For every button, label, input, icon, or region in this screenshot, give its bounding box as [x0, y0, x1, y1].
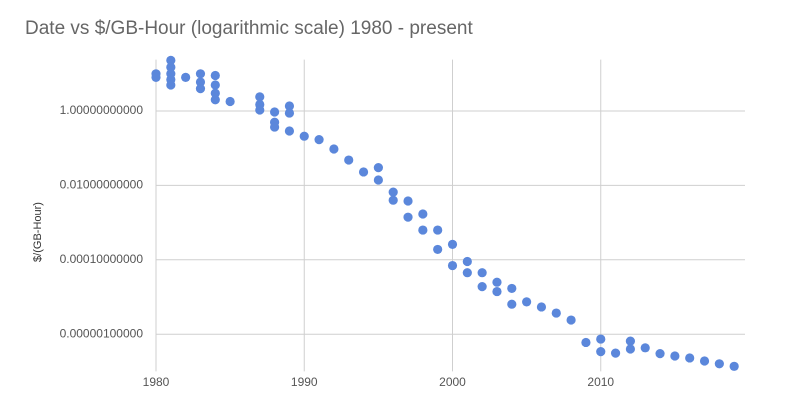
point [536, 302, 547, 312]
point [640, 343, 650, 353]
point [433, 244, 443, 255]
point [210, 80, 220, 90]
point [314, 135, 324, 145]
point [477, 268, 487, 278]
point [403, 212, 413, 222]
point [210, 95, 220, 105]
point [255, 105, 265, 115]
point [373, 163, 383, 173]
point [358, 167, 369, 177]
point [181, 72, 191, 83]
point [462, 256, 472, 267]
point [670, 351, 680, 361]
point [714, 359, 724, 369]
point [492, 277, 502, 287]
point [329, 144, 339, 154]
point [492, 286, 502, 297]
point [462, 268, 472, 278]
point [195, 84, 206, 94]
y-tick-label: 0.01000000000 [60, 178, 144, 192]
point [284, 108, 295, 118]
y-axis-label: $/(GB-Hour) [32, 202, 44, 262]
point [210, 88, 220, 98]
point [625, 336, 636, 346]
point [210, 70, 220, 81]
point [299, 131, 309, 141]
point [225, 96, 235, 107]
point [447, 239, 458, 249]
point [166, 80, 176, 90]
point [551, 308, 561, 318]
x-tick-label: 2000 [439, 375, 466, 389]
point [418, 225, 428, 235]
x-tick-label: 1980 [143, 375, 170, 389]
point [284, 101, 295, 111]
point [166, 62, 176, 72]
point [729, 361, 739, 371]
point [403, 196, 413, 206]
point [433, 225, 443, 235]
y-tick-label: 0.00000100000 [60, 326, 144, 340]
point [151, 72, 161, 83]
point [507, 299, 517, 309]
point [195, 69, 206, 79]
y-tick-label: 1.00000000000 [60, 103, 144, 117]
point [344, 155, 354, 165]
chart-title: Date vs $/GB-Hour (logarithmic scale) 19… [25, 18, 473, 39]
y-tick-label: 0.00010000000 [60, 252, 144, 266]
point [655, 349, 665, 359]
point [447, 260, 458, 271]
x-tick-label: 2010 [587, 375, 614, 389]
point [596, 334, 606, 344]
point [610, 348, 621, 358]
point [566, 315, 576, 325]
point [699, 356, 710, 366]
point [581, 337, 591, 348]
point [596, 347, 606, 357]
point [255, 92, 265, 102]
point [284, 126, 295, 136]
point [388, 195, 398, 205]
point [625, 344, 636, 354]
point [522, 297, 532, 307]
point [270, 122, 280, 132]
point [418, 209, 428, 219]
point [195, 77, 206, 87]
point [270, 107, 280, 117]
x-tick-label: 1990 [291, 375, 318, 389]
point [388, 187, 398, 197]
point [477, 282, 487, 292]
point [373, 175, 383, 185]
point [166, 55, 176, 65]
point [685, 353, 695, 363]
point [507, 283, 517, 294]
